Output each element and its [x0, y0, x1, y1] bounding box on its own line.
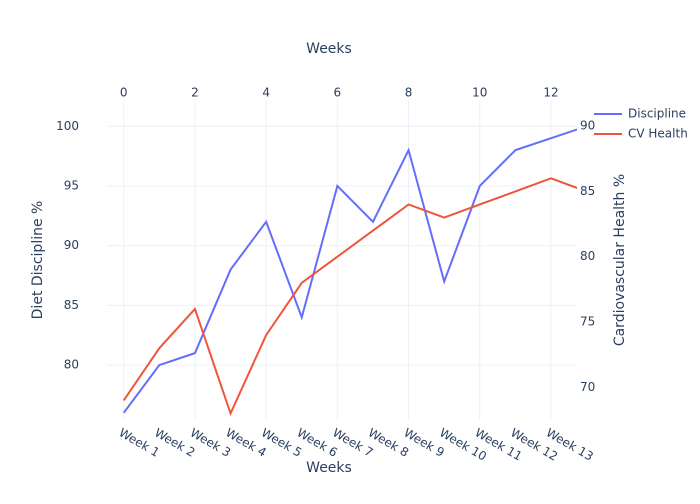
- x2-tick-label: 8: [405, 86, 413, 100]
- legend-label: CV Health: [628, 127, 688, 141]
- y-tick-label: 85: [64, 298, 79, 312]
- series-line: [122, 177, 577, 417]
- y-tick-label: 95: [64, 178, 79, 192]
- legend-label: Discipline: [628, 107, 686, 121]
- x2-tick-label: 12: [543, 86, 558, 100]
- y2-tick-label: 80: [580, 249, 595, 263]
- y-tick-label: 100: [56, 119, 79, 133]
- x2-tick-label: 10: [472, 86, 487, 100]
- x2-tick-label: 6: [334, 86, 342, 100]
- y-tick-label: 80: [64, 358, 79, 372]
- x2-tick-label: 4: [262, 86, 270, 100]
- y-tick-label: 90: [64, 238, 79, 252]
- x2-tick-label: 0: [120, 86, 128, 100]
- y2-tick-label: 85: [580, 184, 595, 198]
- plot-area: [122, 128, 577, 417]
- y2-tick-label: 90: [580, 119, 595, 133]
- x-axis-title: Weeks: [306, 460, 352, 476]
- y2-tick-label: 75: [580, 315, 595, 329]
- x2-tick-label: 2: [191, 86, 199, 100]
- x2-axis-title: Weeks: [306, 41, 352, 57]
- y-axis-title: Diet Discipline %: [30, 201, 46, 320]
- y2-axis-title: Cardiovascular Health %: [612, 174, 628, 346]
- series-line: [122, 128, 577, 414]
- y2-tick-label: 70: [580, 380, 595, 394]
